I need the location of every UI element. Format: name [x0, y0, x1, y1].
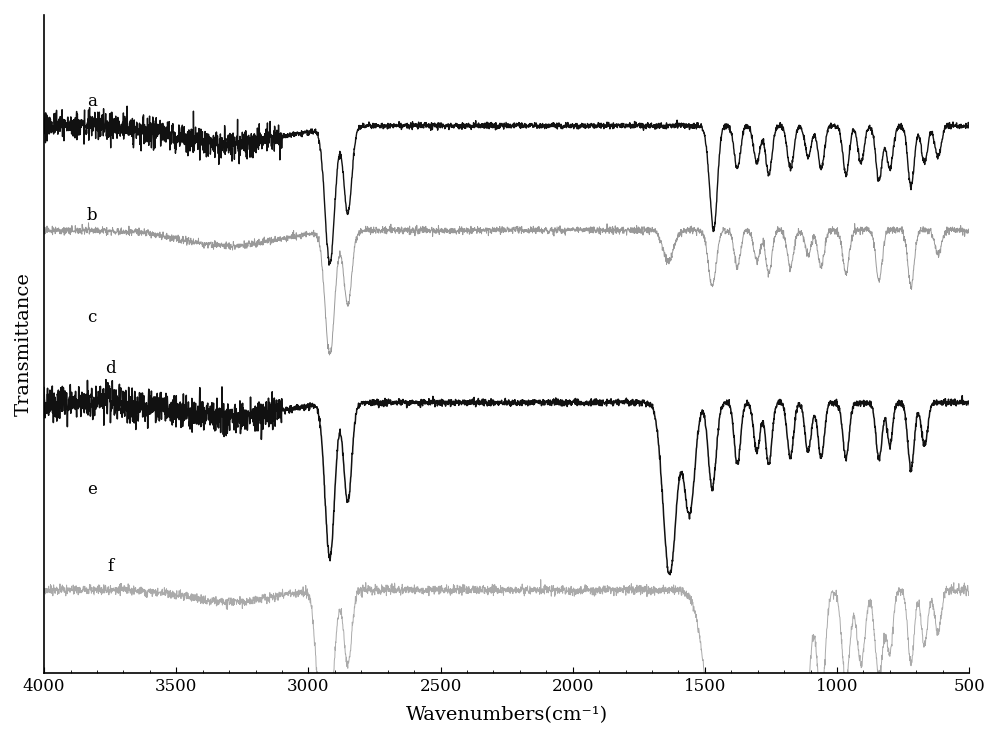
Text: a: a: [87, 93, 97, 110]
Text: f: f: [107, 558, 113, 575]
Text: d: d: [105, 360, 115, 377]
Text: b: b: [86, 207, 97, 224]
Text: c: c: [87, 309, 96, 326]
X-axis label: Wavenumbers(cm⁻¹): Wavenumbers(cm⁻¹): [406, 706, 608, 724]
Text: e: e: [87, 481, 97, 498]
Y-axis label: Transmittance: Transmittance: [15, 272, 33, 416]
